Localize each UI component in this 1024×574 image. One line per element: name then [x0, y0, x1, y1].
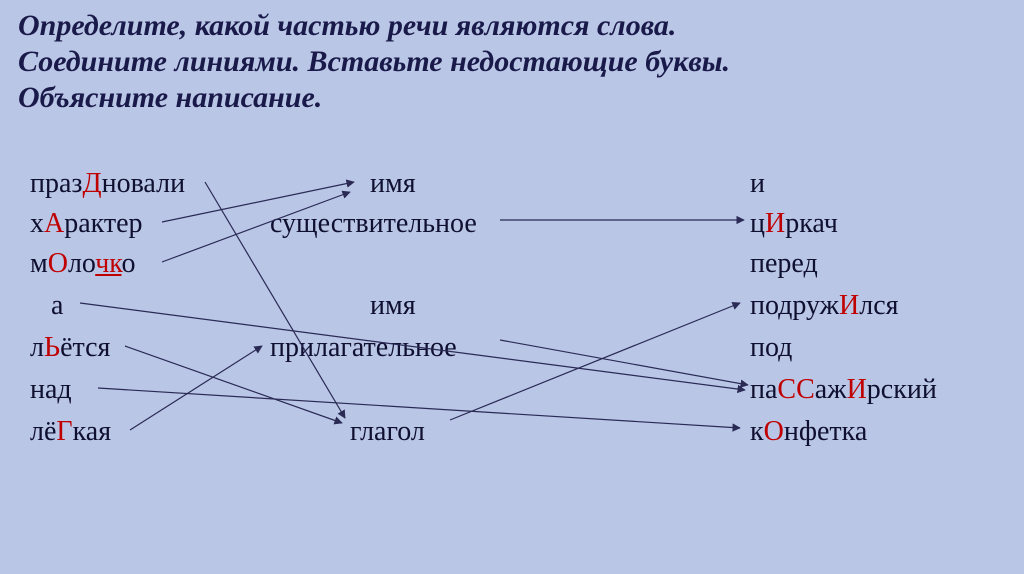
right-word-6: кОнфетка: [750, 416, 867, 448]
left-word-1: хАрактер: [30, 208, 143, 240]
connector-9: [450, 303, 740, 420]
left-word-3: а: [30, 290, 63, 322]
right-word-2: перед: [750, 248, 818, 280]
right-word-3: подружИлся: [750, 290, 899, 322]
title-line-2: Соедините линиями. Вставьте недостающие …: [18, 45, 730, 78]
right-word-0: и: [750, 168, 765, 200]
center-word-0: имя: [370, 168, 416, 200]
right-word-4: под: [750, 332, 792, 364]
connector-8: [500, 340, 748, 385]
center-word-2: имя: [370, 290, 416, 322]
instruction-title: Определите, какой частью речи являются с…: [18, 8, 1006, 116]
left-word-4: лЬётся: [30, 332, 110, 364]
connector-6: [130, 346, 262, 430]
right-word-5: паССажИрский: [750, 374, 937, 406]
left-word-5: над: [30, 374, 72, 406]
title-line-1: Определите, какой частью речи являются с…: [18, 9, 676, 42]
right-word-1: цИркач: [750, 208, 838, 240]
left-word-6: лёГкая: [30, 416, 111, 448]
title-line-3: Объясните написание.: [18, 81, 322, 114]
center-word-3: прилагательное: [270, 332, 457, 364]
center-word-1: существительное: [270, 208, 477, 240]
center-word-4: глагол: [350, 416, 425, 448]
exercise-page: Определите, какой частью речи являются с…: [0, 0, 1024, 574]
left-word-0: празДновали: [30, 168, 185, 200]
left-word-2: мОлочко: [30, 248, 135, 280]
